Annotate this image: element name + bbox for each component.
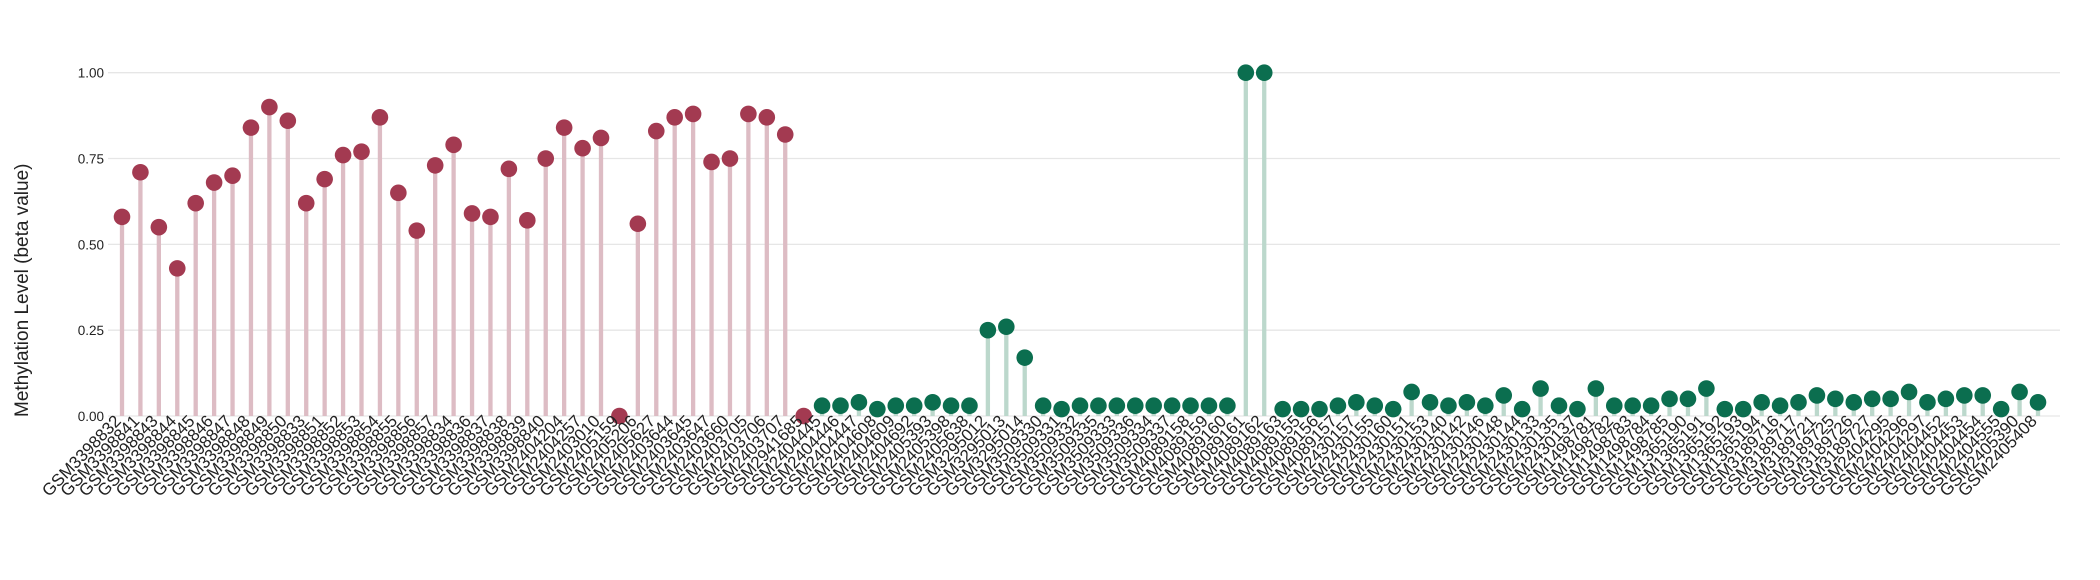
svg-text:1.00: 1.00: [78, 66, 104, 81]
svg-text:0.50: 0.50: [78, 237, 104, 252]
svg-text:0.25: 0.25: [78, 323, 104, 338]
svg-text:0.75: 0.75: [78, 152, 104, 167]
